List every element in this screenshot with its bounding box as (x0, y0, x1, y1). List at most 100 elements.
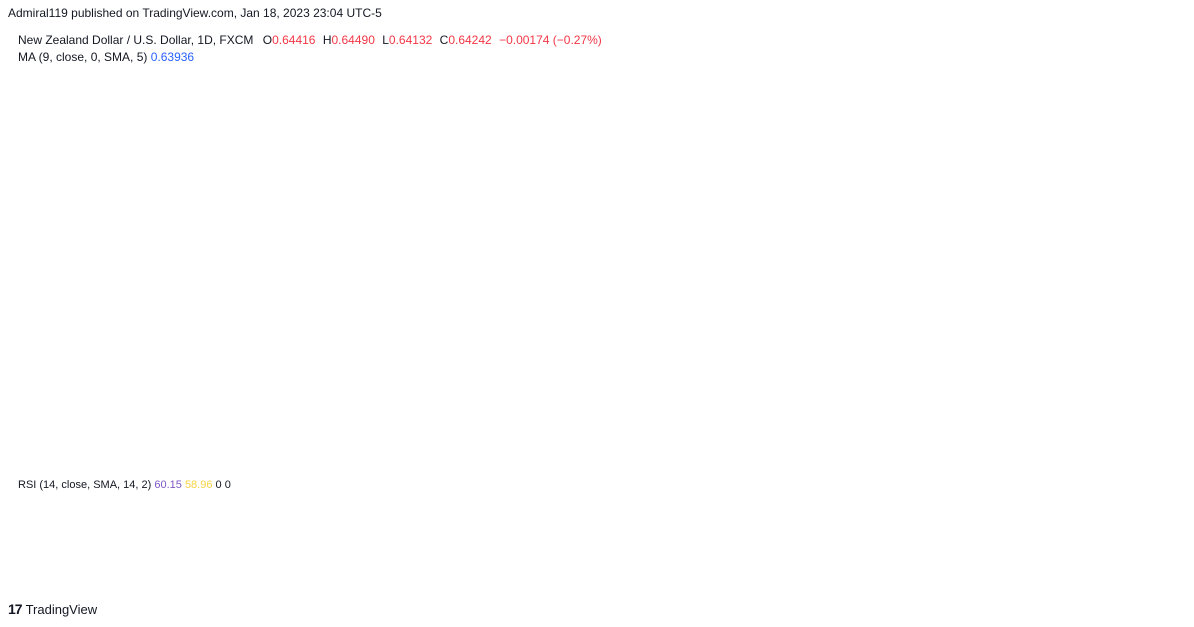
candle-body (249, 212, 253, 216)
candle-body (450, 243, 455, 246)
candle-body (819, 289, 823, 293)
month-label: Jun (335, 573, 353, 585)
candle-body (539, 262, 543, 273)
candle-body (755, 272, 759, 275)
candle-body (829, 292, 833, 309)
candle-body (784, 282, 789, 292)
candle-body (101, 112, 106, 125)
candle-body (588, 242, 592, 244)
candle-body (204, 235, 209, 238)
candle-body (367, 217, 371, 240)
candle-body (937, 386, 941, 396)
candle-body (37, 74, 42, 76)
candle-body (519, 275, 524, 277)
candle-body (435, 219, 440, 239)
level-price-label: 0.65760 (1122, 158, 1162, 170)
highlight-price-label: 0.65140 (1122, 173, 1162, 185)
candle-body (824, 291, 828, 294)
candle-body (1133, 291, 1138, 311)
divergence-rsi-line (894, 539, 1038, 555)
candle-body (750, 270, 755, 273)
rsi-sma-value: 58.96 (184, 479, 213, 491)
candle-body (175, 182, 179, 203)
candle-body (725, 257, 730, 269)
candle-body (62, 79, 66, 92)
candle-body (1060, 368, 1064, 378)
candle-body (1143, 288, 1148, 290)
candle-body (440, 239, 445, 241)
candle-body (308, 168, 312, 186)
candle-body (622, 217, 627, 231)
low-label: L (382, 33, 389, 47)
candle-body (145, 155, 150, 169)
candle-body (342, 203, 347, 206)
rsi-extra-2: 0 (224, 479, 231, 491)
candle-body (932, 385, 936, 387)
date-highlight-label: 10 Aug '22 (626, 571, 683, 585)
candle-body (868, 349, 873, 355)
candle-body (1124, 309, 1128, 321)
rsi-extra-1: 0 (215, 479, 222, 491)
candle-body (853, 325, 858, 329)
candle-body (1074, 350, 1079, 365)
month-label: Aug (624, 573, 644, 585)
candle-body (140, 152, 145, 158)
tradingview-brand[interactable]: 17 TradingView (8, 601, 97, 617)
candle-body (485, 262, 489, 267)
month-label: Jul (485, 573, 499, 585)
candle-body (1178, 247, 1182, 254)
candle-body (996, 406, 1000, 419)
candle-body (411, 229, 415, 237)
candle-body (332, 165, 337, 194)
candle-body (730, 267, 735, 272)
candle-body (524, 271, 528, 275)
candle-body (696, 222, 700, 236)
level-price-label: 0.61620 (1122, 263, 1162, 275)
candle-body (661, 184, 666, 207)
candle-body (902, 396, 907, 399)
annotation-bullish-divergence: Bullish Divergence (899, 425, 991, 456)
candle-body (347, 204, 351, 216)
candle-body (961, 414, 966, 425)
candle-body (681, 207, 686, 210)
candle-body (268, 194, 273, 197)
candle-body (199, 216, 204, 235)
ma-label: MA (9, close, 0, SMA, 5) (18, 50, 148, 64)
price-tick-label: 0.64000 (1123, 203, 1163, 215)
open-label: O (262, 33, 273, 47)
month-label: Oct (930, 573, 947, 585)
candle-body (106, 121, 111, 126)
candle-body (883, 355, 887, 383)
candle-body (922, 379, 927, 391)
candle-body (607, 227, 612, 241)
candle-body (91, 99, 96, 106)
candle-body (647, 213, 651, 218)
candle-body (1069, 363, 1074, 365)
date-highlight-label: 14 Jun '22 (346, 571, 401, 585)
candle-body (951, 395, 956, 407)
candle-body (337, 193, 342, 204)
annotation-choch: CHOCH (1003, 337, 1043, 349)
level-price-tag (1118, 426, 1180, 443)
candle-body (720, 245, 725, 260)
candle-body (956, 407, 961, 413)
rsi-label: RSI (14, close, SMA, 14, 2) (18, 479, 152, 491)
level-price-tag (1118, 260, 1180, 277)
rsi-lines (9, 483, 1194, 556)
candle-body (278, 181, 283, 193)
candle-body (1035, 378, 1040, 395)
open-value: 0.64416 (272, 33, 316, 47)
candle-body (126, 128, 130, 140)
candle-body (312, 166, 317, 178)
candle-body (1163, 265, 1167, 269)
candle-body (406, 235, 410, 244)
date-highlight-tag (617, 566, 690, 588)
candle-body (229, 229, 233, 238)
date-highlight-tag (337, 566, 410, 588)
price-tick-label: 0.68000 (1123, 100, 1163, 112)
candle-body (686, 208, 691, 218)
annotations: CHOCHFVGSSLBullish Divergence (899, 337, 1043, 456)
date-highlight-label: 13 Sep '22 (793, 571, 850, 585)
candle-body (209, 235, 214, 243)
